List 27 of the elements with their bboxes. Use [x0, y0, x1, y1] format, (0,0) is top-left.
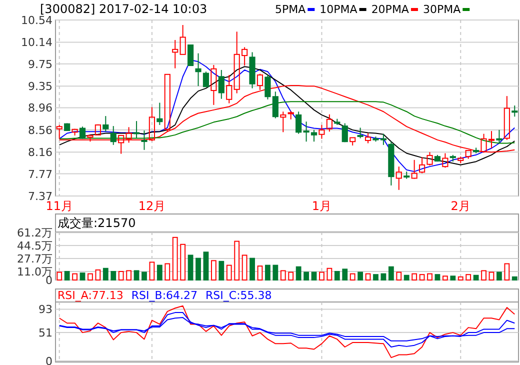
- y-tick-label: 51: [38, 326, 52, 340]
- text: RSI_C:55.38: [206, 289, 272, 302]
- legend-label: 5PMA: [275, 3, 306, 16]
- y-tick-label: 8.96: [28, 102, 52, 115]
- legend-label: 10PMA: [320, 3, 358, 16]
- chart-title: 成交量:21570: [58, 216, 136, 230]
- legend-label: 30PMA: [422, 3, 462, 16]
- x-tick-label: 1月: [312, 199, 332, 213]
- y-tick-label: 61.2万: [17, 226, 52, 240]
- y-tick-label: 44.5万: [17, 240, 52, 253]
- chart-title: [300082] 2017-02-14 10:03: [40, 2, 208, 16]
- legend-label: 20PMA: [371, 3, 410, 16]
- y-tick-label: 10.54: [21, 14, 52, 27]
- y-tick-label: 9.35: [28, 80, 52, 94]
- y-tick-label: 0: [46, 354, 52, 365]
- y-tick-label: 8.56: [28, 124, 52, 137]
- y-tick-label: 9.75: [28, 58, 52, 71]
- y-tick-label: 8.16: [28, 146, 52, 160]
- y-tick-label: 7.77: [28, 168, 52, 181]
- y-tick-label: 27.7万: [17, 252, 52, 266]
- series-label: RSI_A:77.13: [58, 289, 124, 302]
- x-tick-label: 12月: [138, 199, 166, 213]
- y-tick-label: 10.14: [21, 36, 52, 50]
- series-label: RSI_B:64.27: [131, 289, 198, 302]
- x-tick-label: 2月: [450, 199, 470, 213]
- x-tick-label: 11月: [46, 199, 73, 213]
- y-tick-label: 93: [38, 303, 52, 316]
